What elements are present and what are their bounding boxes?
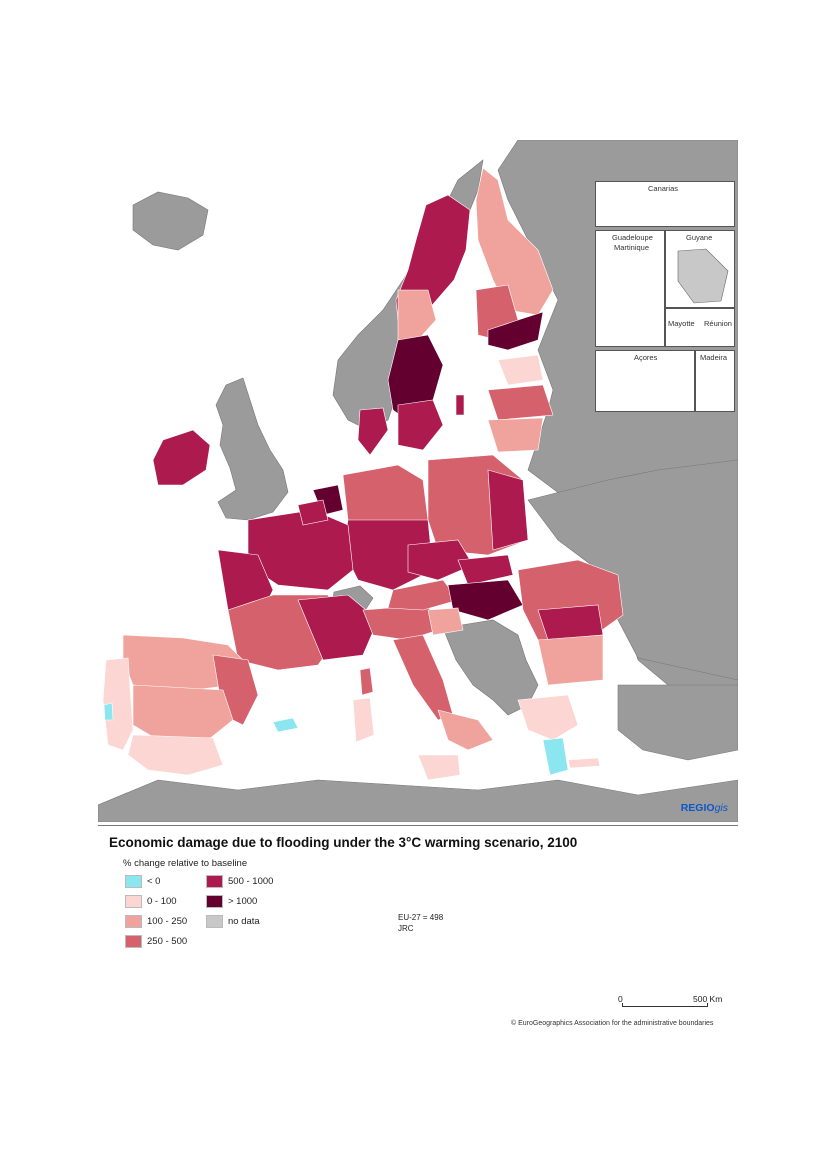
legend-label-no-data: no data: [228, 915, 260, 927]
region-hungary: [447, 579, 524, 621]
regiogis-logo: REGIOgis: [681, 802, 728, 814]
legend-swatch-500-1000: [206, 874, 223, 888]
region-crete: [567, 757, 601, 769]
region-belgium: [297, 499, 329, 526]
guyane-shape: [677, 248, 729, 304]
region-italy-south: [437, 709, 494, 751]
scale-label-start: 0: [618, 994, 623, 1004]
region-gotland: [455, 394, 465, 416]
region-slovenia-croatia: [427, 607, 464, 636]
region-czechia: [407, 539, 474, 581]
legend-item-250-500: 250 - 500: [125, 934, 187, 948]
inset-guyane: Guyane: [665, 230, 735, 308]
inset-label-reunion: Réunion: [704, 319, 732, 328]
inset-label-canarias: Canarias: [648, 184, 679, 193]
source-note: JRC: [398, 924, 414, 933]
legend-subtitle: % change relative to baseline: [123, 858, 248, 869]
legend-label-250-500: 250 - 500: [147, 935, 188, 947]
title-divider: [98, 825, 738, 826]
regiogis-logo-italic: gis: [714, 802, 728, 814]
legend-item-0-100: 0 - 100: [125, 894, 177, 908]
non-eu-land-uk: [215, 377, 289, 521]
inset-canarias: Canarias: [595, 181, 735, 227]
legend-label-100-250: 100 - 250: [147, 915, 188, 927]
region-portugal-cyan: [103, 702, 114, 721]
region-balearic: [272, 717, 299, 733]
region-lithuania: [487, 417, 544, 453]
regiogis-logo-bold: REGIO: [680, 802, 715, 814]
non-eu-land-north-africa: [98, 779, 738, 822]
region-sardinia: [352, 697, 375, 743]
legend-item-lt0: < 0: [125, 874, 160, 888]
region-denmark: [357, 407, 389, 456]
region-bulgaria: [537, 634, 604, 686]
inset-label-martinique: Martinique: [614, 243, 650, 252]
non-eu-land-iceland: [132, 191, 209, 251]
legend-label-lt0: < 0: [147, 875, 161, 887]
region-greece: [517, 694, 579, 741]
region-central-sweden: [397, 289, 437, 341]
region-south-sweden: [397, 399, 444, 451]
legend-item-no-data: no data: [206, 914, 260, 928]
legend-label-0-100: 0 - 100: [147, 895, 177, 907]
scale-bar: [622, 1003, 708, 1007]
region-portugal: [102, 657, 134, 751]
legend-swatch-100-250: [125, 914, 142, 928]
inset-mayotte-reunion: Mayotte Réunion: [665, 308, 735, 347]
region-poland-east: [487, 469, 529, 551]
region-estonia: [497, 354, 544, 386]
region-spain-center: [132, 684, 234, 741]
legend-item-100-250: 100 - 250: [125, 914, 187, 928]
legend-swatch-gt1000: [206, 894, 223, 908]
map-frame[interactable]: Canarias Guadeloupe Martinique Guyane Ma…: [98, 140, 738, 822]
region-italy-north: [362, 604, 439, 641]
non-eu-land-turkey: [617, 684, 738, 761]
region-latvia: [487, 384, 554, 421]
region-finland-south: [487, 311, 544, 351]
legend-item-500-1000: 500 - 1000: [206, 874, 273, 888]
legend-swatch-0-100: [125, 894, 142, 908]
region-italy-center: [392, 634, 454, 721]
legend-swatch-no-data: [206, 914, 223, 928]
copyright-credit: © EuroGeographics Association for the ad…: [511, 1020, 714, 1027]
region-ireland: [152, 429, 211, 486]
inset-label-guyane: Guyane: [686, 233, 713, 242]
region-austria: [387, 579, 459, 611]
legend-item-gt1000: > 1000: [206, 894, 257, 908]
map-title: Economic damage due to flooding under th…: [109, 835, 578, 850]
legend-label-500-1000: 500 - 1000: [228, 875, 274, 887]
region-sicily: [417, 754, 461, 781]
region-slovakia: [457, 554, 514, 586]
region-greece-cyan: [542, 737, 569, 776]
legend-label-gt1000: > 1000: [228, 895, 258, 907]
inset-acores: Açores: [595, 350, 695, 412]
inset-label-mayotte: Mayotte: [668, 319, 695, 328]
inset-guadeloupe-martinique: Guadeloupe Martinique: [595, 230, 665, 347]
inset-label-madeira: Madeira: [700, 353, 728, 362]
inset-label-acores: Açores: [634, 353, 658, 362]
region-corsica: [359, 667, 374, 696]
non-eu-land-ukraine: [527, 459, 738, 681]
legend-swatch-lt0: [125, 874, 142, 888]
inset-madeira: Madeira: [695, 350, 735, 412]
region-spain-south: [127, 734, 224, 776]
region-romania-south: [537, 604, 604, 641]
inset-label-guadeloupe: Guadeloupe: [612, 233, 653, 242]
scale-label-end: 500 Km: [693, 994, 723, 1004]
eu-value-note: EU-27 = 498: [398, 913, 444, 922]
region-france-southeast: [297, 594, 379, 661]
legend-swatch-250-500: [125, 934, 142, 948]
